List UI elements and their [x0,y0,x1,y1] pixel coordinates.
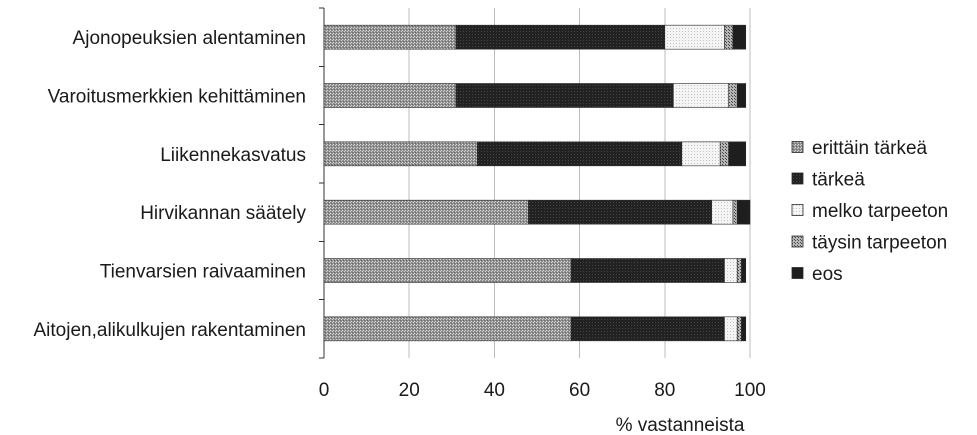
legend-label: tärkeä [812,170,865,191]
bar-segment [724,24,734,50]
x-tick-label: 80 [654,380,675,401]
bar-segment [741,258,747,283]
bar-segment [736,199,751,225]
bar-segment [728,83,738,108]
bar-segment [724,316,738,342]
legend-swatch [791,141,804,153]
category-label: Ajonopeuksien alentaminen [73,28,306,49]
bar-segment [728,141,747,167]
bar-segment [719,141,729,167]
bar-segment [736,258,742,283]
legend-swatch [791,235,804,248]
category-label: Varoitusmerkkien kehittäminen [48,87,306,108]
bar-segment [732,24,747,50]
bar-segment [736,83,747,108]
bar-segment [477,141,683,167]
bar-segment [724,258,738,283]
category-label: Liikennekasvatus [160,145,306,166]
bar-segment [323,24,457,50]
legend: erittäin tärkeä tärkeä melko tarpeeton täys… [791,138,948,285]
x-tick-label: 100 [734,380,766,401]
bar-segment [664,24,725,50]
bar-segment [673,83,730,108]
x-tick-label: 0 [319,380,330,401]
legend-label: täysin tarpeeton [812,233,947,254]
bar-segment [323,141,478,167]
bar-segment [681,141,721,167]
category-label: Hirvikannan säätely [140,203,306,224]
bar-segment [570,316,725,342]
x-axis-title: % vastanneista [616,415,745,435]
category-label: Aitojen,alikulkujen rakentaminen [34,320,307,341]
bar-segment [736,316,742,342]
legend-label: melko tarpeeton [812,201,948,222]
bar-segment [732,199,738,225]
bar-segment [455,83,674,108]
bar-segment [323,199,529,225]
x-tick-label: 40 [484,380,505,401]
x-tick-label: 20 [399,380,420,401]
plot-area: Ajonopeuksien alentaminen Varoitusmerkkie… [34,7,766,435]
bar-segment [711,199,734,225]
bar-segment [455,24,666,50]
legend-swatch [791,172,804,185]
category-label: Tienvarsien raivaaminen [100,262,306,283]
bar-segment [741,316,747,342]
bar-segment [323,258,572,283]
bar-segment [570,258,725,283]
legend-swatch [791,267,804,279]
bar-segment [323,83,457,108]
legend-swatch [791,204,804,216]
legend-label: erittäin tärkeä [812,138,928,159]
bar-segment [323,316,572,342]
x-tick-label: 60 [569,380,590,401]
legend-label: eos [812,264,843,285]
bar-segment [528,199,712,225]
